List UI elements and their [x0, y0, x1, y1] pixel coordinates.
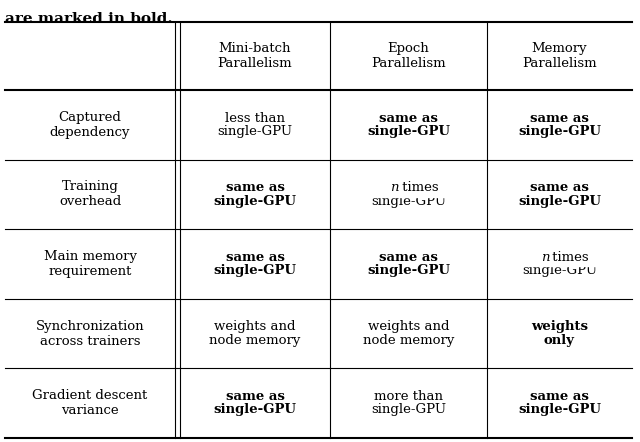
Text: single-GPU: single-GPU: [214, 194, 296, 208]
Text: Training
overhead: Training overhead: [59, 180, 121, 208]
Text: are marked in bold.: are marked in bold.: [5, 12, 173, 26]
Text: same as: same as: [225, 390, 284, 403]
Text: single-GPU: single-GPU: [371, 194, 446, 208]
Text: times: times: [408, 181, 449, 194]
Text: same as: same as: [379, 251, 438, 264]
Text: node memory: node memory: [209, 334, 301, 347]
Text: same as: same as: [530, 111, 589, 125]
Bar: [364, 179, 454, 197]
Text: single-GPU: single-GPU: [518, 404, 601, 416]
Text: single-GPU: single-GPU: [218, 125, 292, 138]
Text: n: n: [556, 251, 564, 264]
Text: n: n: [404, 181, 413, 194]
Text: Mini-batch
Parallelism: Mini-batch Parallelism: [218, 42, 292, 70]
Text: single-GPU: single-GPU: [522, 264, 597, 277]
Text: same as: same as: [225, 181, 284, 194]
Text: Memory
Parallelism: Memory Parallelism: [522, 42, 597, 70]
Text: same as: same as: [530, 390, 589, 403]
Text: single-GPU: single-GPU: [367, 125, 450, 138]
Text: Main memory
requirement: Main memory requirement: [44, 250, 136, 278]
Bar: [515, 248, 605, 266]
Text: same as: same as: [379, 111, 438, 125]
Text: more than: more than: [374, 390, 443, 403]
Text: n: n: [390, 181, 399, 194]
Text: only: only: [544, 334, 575, 347]
Text: same as: same as: [530, 181, 589, 194]
Text: single-GPU: single-GPU: [518, 194, 601, 208]
Text: node memory: node memory: [363, 334, 454, 347]
Text: weights and: weights and: [368, 320, 449, 333]
Text: times: times: [559, 251, 600, 264]
Text: weights and: weights and: [214, 320, 296, 333]
Text: same as: same as: [225, 251, 284, 264]
Text: Synchronization
across trainers: Synchronization across trainers: [36, 320, 144, 347]
Text: single-GPU: single-GPU: [214, 404, 296, 416]
Text: Epoch
Parallelism: Epoch Parallelism: [371, 42, 446, 70]
Text: single-GPU: single-GPU: [367, 264, 450, 277]
Text: times: times: [548, 251, 589, 264]
Text: single-GPU: single-GPU: [518, 125, 601, 138]
Text: Gradient descent
variance: Gradient descent variance: [33, 389, 148, 417]
Text: single-GPU: single-GPU: [371, 404, 446, 416]
Text: Captured
dependency: Captured dependency: [50, 111, 131, 139]
Text: weights: weights: [531, 320, 588, 333]
Text: times: times: [397, 181, 438, 194]
Text: single-GPU: single-GPU: [214, 264, 296, 277]
Text: less than: less than: [225, 111, 285, 125]
Text: n: n: [541, 251, 550, 264]
